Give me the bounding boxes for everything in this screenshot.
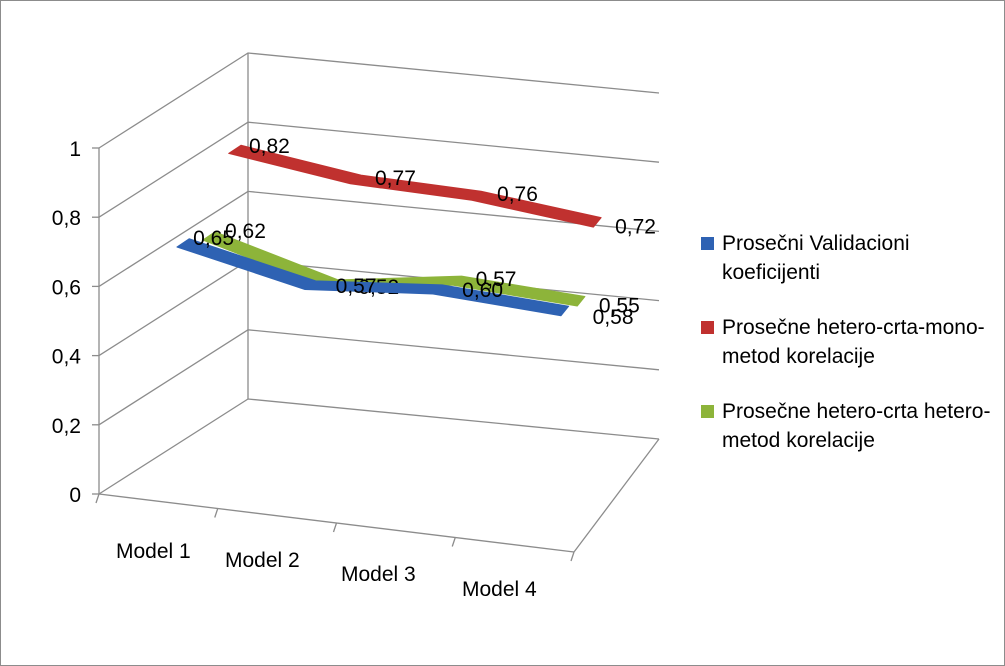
y-tick-label: 0,4 xyxy=(52,346,82,369)
legend-item: Prosečne hetero-crta-mono-metod korelaci… xyxy=(701,313,996,371)
data-label: 0,62 xyxy=(225,220,266,243)
y-tick-label: 0,2 xyxy=(52,415,81,438)
x-tick-label: Model 4 xyxy=(462,578,537,601)
gridline xyxy=(98,190,660,287)
gridline xyxy=(98,52,660,149)
x-tick-label: Model 2 xyxy=(225,549,300,572)
gridline xyxy=(98,398,660,495)
legend-label: Prosečne hetero-crta-mono-metod korelaci… xyxy=(722,316,985,368)
x-tick-label: Model 3 xyxy=(341,563,416,586)
y-tick-label: 0,8 xyxy=(52,207,81,230)
series-ribbon xyxy=(228,144,602,228)
data-label: 0,55 xyxy=(599,295,640,318)
y-tick-label: 0,6 xyxy=(52,276,81,299)
data-label: 0,72 xyxy=(615,216,656,239)
x-tick-label: Model 1 xyxy=(116,540,191,563)
x-tick-mark xyxy=(451,537,456,547)
chart-legend: Prosečni Validacioni koeficijenti Prosečn… xyxy=(701,229,996,481)
gridline xyxy=(98,329,660,426)
x-tick-mark xyxy=(570,551,575,562)
legend-label: Prosečne hetero-crta hetero-metod korela… xyxy=(722,400,991,452)
legend-label: Prosečni Validacioni koeficijenti xyxy=(722,232,910,284)
legend-item: Prosečni Validacioni koeficijenti xyxy=(701,229,996,287)
data-label: 0,58 xyxy=(593,306,634,329)
data-label: 0,57 xyxy=(476,268,517,291)
x-tick-mark xyxy=(214,508,219,518)
x-tick-mark xyxy=(95,493,100,504)
y-tick-label: 0 xyxy=(69,484,81,507)
data-label: 0,82 xyxy=(249,135,290,158)
y-tick-label: 1 xyxy=(69,138,81,161)
legend-item: Prosečne hetero-crta hetero-metod korela… xyxy=(701,397,996,455)
gridline xyxy=(98,259,660,357)
series-ribbon xyxy=(176,238,570,317)
legend-swatch xyxy=(701,321,714,334)
data-label: 0,65 xyxy=(193,227,234,250)
data-label: 0,57 xyxy=(336,275,377,298)
data-label: 0,60 xyxy=(462,279,503,302)
data-label: 0,76 xyxy=(497,183,538,206)
x-tick-mark xyxy=(332,522,338,533)
legend-swatch xyxy=(701,237,714,250)
data-label: 0,77 xyxy=(375,167,416,190)
legend-swatch xyxy=(701,405,714,418)
floor-right-edge xyxy=(573,438,660,553)
